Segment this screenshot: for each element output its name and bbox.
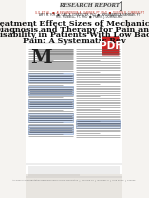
- Text: Diagnosis and Therapy for Pain and: Diagnosis and Therapy for Pain and: [0, 26, 149, 33]
- Bar: [76, 120, 121, 128]
- Bar: [28, 125, 73, 134]
- Bar: [28, 86, 73, 95]
- Text: G.O. ET AL.  ■  ALEKSANDROVA A. GARNER, PT, PhD  ■  DUSTIN B. CURRIER,PT: G.O. ET AL. ■ ALEKSANDROVA A. GARNER, PT…: [35, 10, 144, 14]
- Bar: [59, 2, 122, 10]
- Bar: [28, 73, 73, 82]
- Bar: [28, 113, 73, 122]
- Bar: [28, 99, 73, 108]
- Text: Disability in Patients With Low Back: Disability in Patients With Low Back: [0, 31, 149, 39]
- Text: M.E. FUNNELL, PT, PhD  ■  FRANK J. DOMINO,MD: M.E. FUNNELL, PT, PhD ■ FRANK J. DOMINO,…: [56, 14, 122, 18]
- Text: RESEARCH REPORT: RESEARCH REPORT: [59, 3, 120, 8]
- Text: AMY M. FOX  ■  GAIL A. FORRESTER, PhD  ■  KRISHNAPRIYA NAMBIAR, PT: AMY M. FOX ■ GAIL A. FORRESTER, PhD ■ KR…: [39, 12, 140, 16]
- FancyBboxPatch shape: [102, 36, 119, 55]
- Text: Treatment Effect Sizes of Mechanical: Treatment Effect Sizes of Mechanical: [0, 20, 149, 28]
- Text: Archives of Rehabilitation Research and Clinical Translation  |  Volume 00  |  N: Archives of Rehabilitation Research and …: [12, 180, 135, 182]
- Text: Pain: A Systematic Rev: Pain: A Systematic Rev: [23, 36, 126, 45]
- Bar: [26, 174, 122, 198]
- Text: PDF: PDF: [99, 41, 122, 51]
- Text: M: M: [30, 49, 51, 67]
